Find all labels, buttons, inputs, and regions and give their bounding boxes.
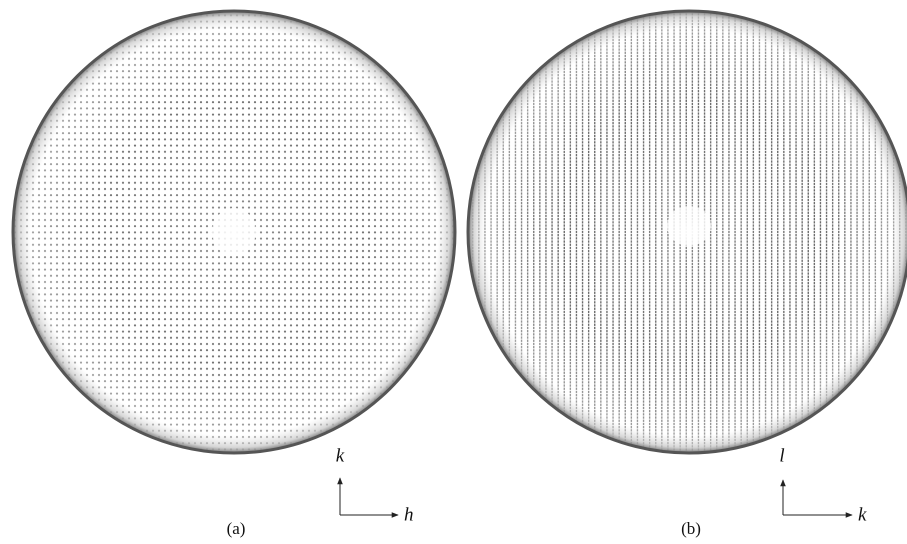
figure: k h (a) l k (b) xyxy=(0,0,907,544)
axis-label: k xyxy=(336,445,345,466)
beam-stop xyxy=(667,206,711,246)
axis-label: l xyxy=(779,445,784,466)
beam-stop xyxy=(212,208,256,256)
axis-label: h xyxy=(404,504,414,525)
axis-label: k xyxy=(858,504,867,525)
panel-label: (a) xyxy=(227,519,246,538)
panel-a: k h (a) xyxy=(13,11,455,538)
panel-b: l k (b) xyxy=(468,11,907,538)
panel-label: (b) xyxy=(681,519,701,538)
